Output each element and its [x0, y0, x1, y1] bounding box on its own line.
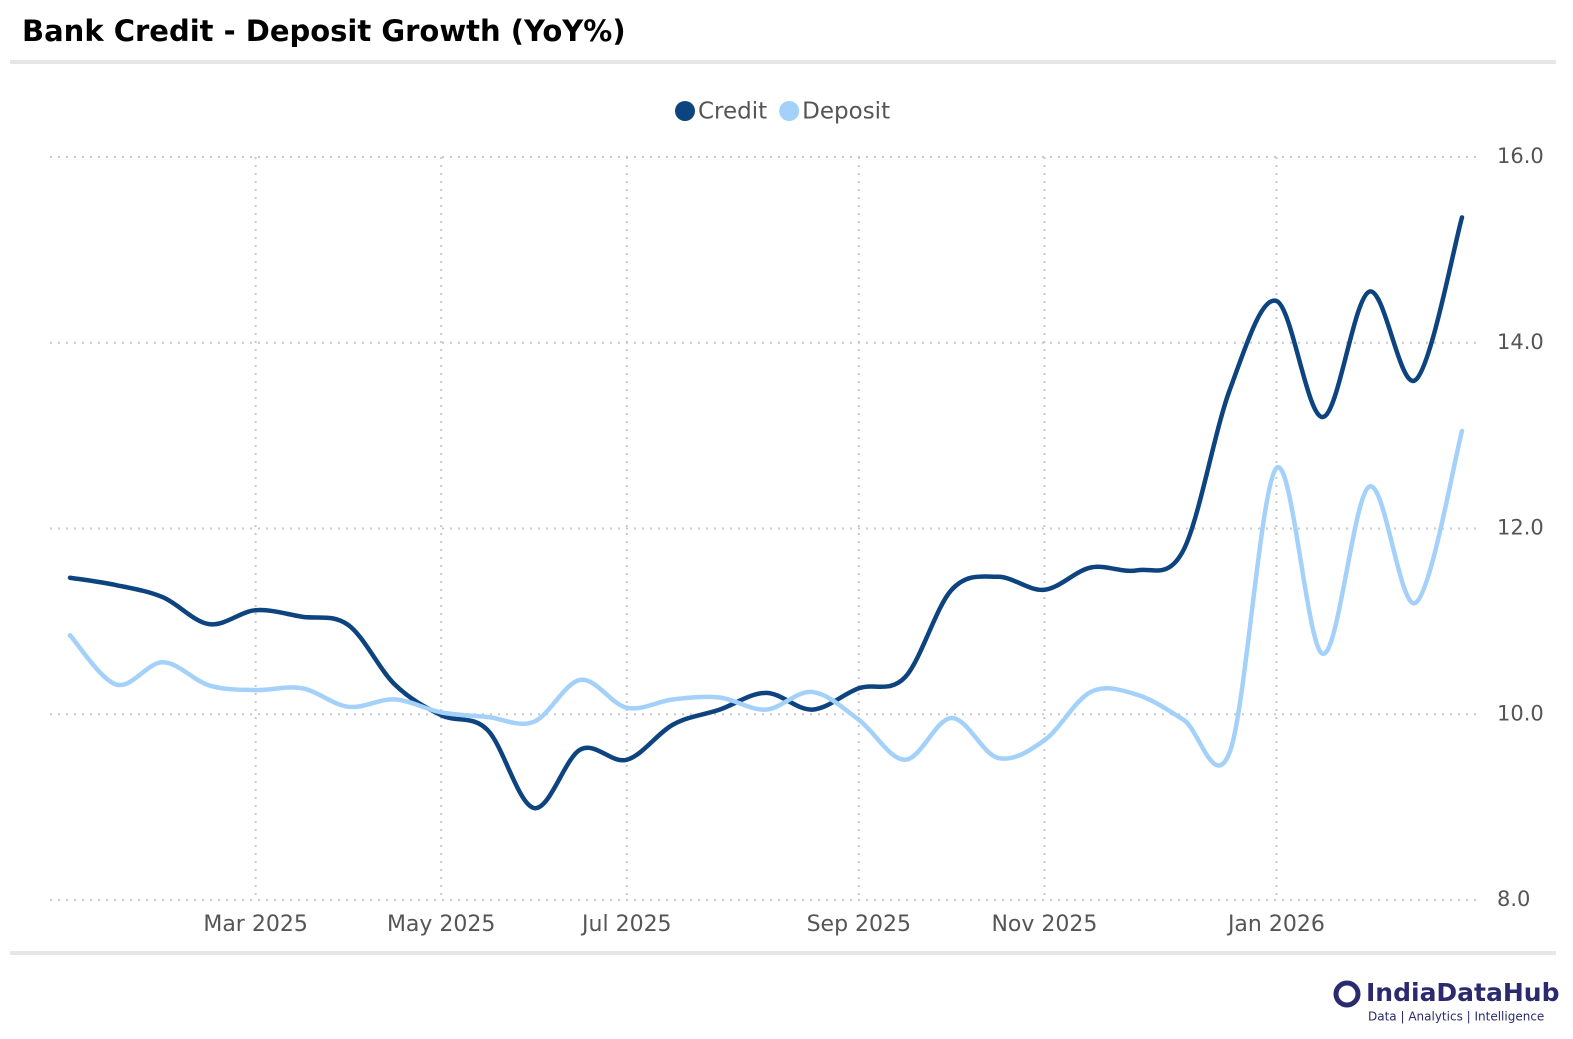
legend-marker	[675, 101, 695, 121]
series-line	[67, 428, 1465, 768]
x-tick-label: May 2025	[387, 912, 495, 937]
x-tick-label: Jul 2025	[580, 912, 672, 937]
x-tick-label: Sep 2025	[807, 912, 911, 937]
y-tick-label: 14.0	[1497, 330, 1544, 354]
y-tick-label: 12.0	[1497, 516, 1544, 540]
y-tick-label: 8.0	[1497, 887, 1530, 911]
tagline: Data | Analytics | Intelligence	[1368, 1010, 1544, 1024]
y-tick-label: 16.0	[1497, 144, 1544, 168]
legend-label: Deposit	[802, 99, 890, 125]
x-tick-label: Nov 2025	[991, 912, 1097, 937]
brand: IndiaDataHub	[1366, 978, 1560, 1007]
series-line	[67, 215, 1465, 811]
logo-icon	[1333, 980, 1361, 1008]
x-tick-label: Mar 2025	[203, 912, 308, 937]
top-rule	[10, 60, 1556, 64]
x-tick-label: Jan 2026	[1226, 912, 1325, 937]
legend-marker	[779, 101, 800, 121]
legend-label: Credit	[698, 99, 767, 125]
y-tick-label: 10.0	[1497, 701, 1544, 725]
chart-title: Bank Credit - Deposit Growth (YoY%)	[22, 14, 626, 48]
bottom-rule	[10, 951, 1556, 955]
logo: IndiaDataHub Data | Analytics | Intellig…	[1333, 978, 1560, 1024]
